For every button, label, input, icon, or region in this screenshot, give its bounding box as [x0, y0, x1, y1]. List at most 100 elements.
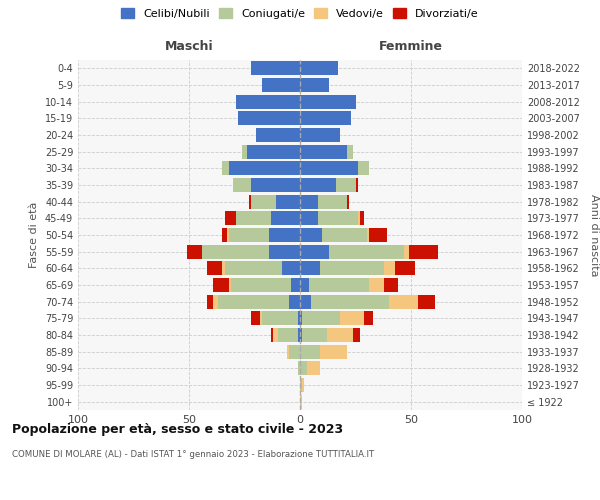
- Text: Maschi: Maschi: [164, 40, 214, 53]
- Bar: [347, 144, 353, 159]
- Bar: [229, 228, 269, 242]
- Bar: [300, 112, 351, 126]
- Bar: [364, 311, 373, 326]
- Bar: [300, 394, 302, 409]
- Bar: [300, 311, 302, 326]
- Bar: [395, 261, 415, 276]
- Bar: [300, 344, 320, 359]
- Bar: [320, 344, 347, 359]
- Bar: [360, 211, 364, 226]
- Bar: [302, 311, 340, 326]
- Bar: [300, 94, 356, 109]
- Bar: [300, 328, 302, 342]
- Y-axis label: Anni di nascita: Anni di nascita: [589, 194, 599, 276]
- Bar: [229, 162, 300, 175]
- Bar: [282, 261, 300, 276]
- Bar: [318, 194, 347, 209]
- Bar: [227, 228, 229, 242]
- Bar: [236, 211, 271, 226]
- Bar: [271, 211, 300, 226]
- Bar: [298, 361, 300, 376]
- Bar: [335, 178, 356, 192]
- Bar: [207, 261, 223, 276]
- Bar: [418, 294, 436, 308]
- Bar: [326, 328, 353, 342]
- Bar: [300, 78, 329, 92]
- Bar: [353, 328, 360, 342]
- Bar: [242, 144, 247, 159]
- Bar: [409, 244, 437, 259]
- Bar: [262, 311, 298, 326]
- Bar: [269, 244, 300, 259]
- Bar: [389, 294, 418, 308]
- Bar: [300, 378, 302, 392]
- Bar: [340, 311, 364, 326]
- Y-axis label: Fasce di età: Fasce di età: [29, 202, 39, 268]
- Bar: [356, 178, 358, 192]
- Bar: [309, 278, 369, 292]
- Bar: [247, 144, 300, 159]
- Bar: [369, 278, 385, 292]
- Bar: [300, 261, 320, 276]
- Bar: [214, 294, 218, 308]
- Text: COMUNE DI MOLARE (AL) - Dati ISTAT 1° gennaio 2023 - Elaborazione TUTTITALIA.IT: COMUNE DI MOLARE (AL) - Dati ISTAT 1° ge…: [12, 450, 374, 459]
- Bar: [249, 194, 251, 209]
- Bar: [236, 94, 300, 109]
- Bar: [187, 244, 202, 259]
- Bar: [287, 344, 289, 359]
- Legend: Celibi/Nubili, Coniugati/e, Vedovi/e, Divorziati/e: Celibi/Nubili, Coniugati/e, Vedovi/e, Di…: [121, 8, 479, 19]
- Bar: [300, 228, 322, 242]
- Bar: [289, 294, 300, 308]
- Bar: [224, 261, 282, 276]
- Text: Popolazione per età, sesso e stato civile - 2023: Popolazione per età, sesso e stato civil…: [12, 422, 343, 436]
- Bar: [367, 228, 369, 242]
- Bar: [251, 194, 275, 209]
- Bar: [298, 311, 300, 326]
- Bar: [202, 244, 269, 259]
- Bar: [260, 311, 262, 326]
- Bar: [231, 278, 291, 292]
- Bar: [385, 261, 395, 276]
- Bar: [238, 112, 300, 126]
- Bar: [300, 278, 309, 292]
- Bar: [320, 261, 385, 276]
- Bar: [358, 211, 360, 226]
- Bar: [404, 244, 409, 259]
- Bar: [262, 78, 300, 92]
- Bar: [291, 278, 300, 292]
- Bar: [300, 194, 318, 209]
- Bar: [274, 328, 278, 342]
- Bar: [300, 294, 311, 308]
- Bar: [251, 178, 300, 192]
- Bar: [300, 361, 307, 376]
- Bar: [218, 294, 289, 308]
- Bar: [300, 162, 358, 175]
- Bar: [369, 228, 386, 242]
- Bar: [275, 194, 300, 209]
- Bar: [318, 211, 358, 226]
- Bar: [302, 378, 304, 392]
- Bar: [269, 228, 300, 242]
- Bar: [256, 128, 300, 142]
- Bar: [233, 178, 251, 192]
- Bar: [214, 278, 229, 292]
- Bar: [271, 328, 274, 342]
- Bar: [289, 344, 300, 359]
- Bar: [251, 62, 300, 76]
- Bar: [251, 311, 260, 326]
- Bar: [223, 228, 227, 242]
- Bar: [311, 294, 389, 308]
- Bar: [223, 261, 224, 276]
- Text: Femmine: Femmine: [379, 40, 443, 53]
- Bar: [300, 211, 318, 226]
- Bar: [322, 228, 367, 242]
- Bar: [223, 162, 229, 175]
- Bar: [347, 194, 349, 209]
- Bar: [329, 244, 404, 259]
- Bar: [298, 328, 300, 342]
- Bar: [300, 244, 329, 259]
- Bar: [300, 178, 335, 192]
- Bar: [385, 278, 398, 292]
- Bar: [358, 162, 369, 175]
- Bar: [229, 278, 231, 292]
